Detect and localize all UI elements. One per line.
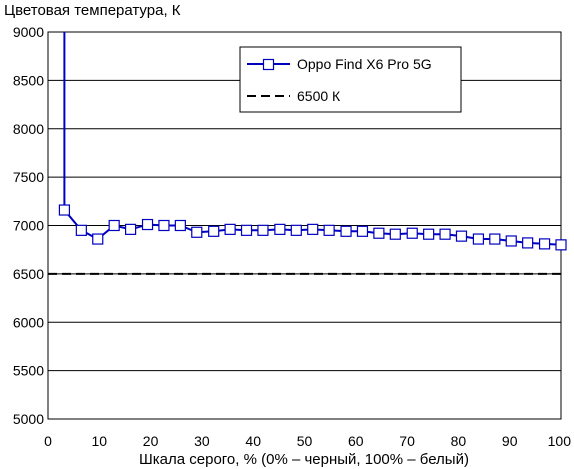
x-axis-title: Шкала серого, % (0% – черный, 100% – бел… <box>139 451 469 468</box>
data-point <box>75 224 87 236</box>
legend-label-oppo: Oppo Find X6 Pro 5G <box>297 56 432 72</box>
x-tick-label: 10 <box>92 433 108 449</box>
x-tick-label: 70 <box>399 433 415 449</box>
x-tick-label: 0 <box>44 433 52 449</box>
x-tick-label: 30 <box>194 433 210 449</box>
data-point <box>455 230 468 242</box>
x-tick-label: 20 <box>143 433 159 449</box>
x-tick-labels: 0 10 20 30 40 50 60 70 80 90 100 <box>44 433 571 449</box>
x-tick-label: 100 <box>548 433 572 449</box>
data-point <box>274 223 286 235</box>
data-point <box>290 224 302 236</box>
data-point <box>406 227 418 239</box>
data-point <box>92 233 104 245</box>
y-tick-label: 8500 <box>13 72 44 88</box>
x-tick-label: 40 <box>245 433 261 449</box>
data-point <box>158 219 170 232</box>
legend-marker-oppo <box>262 58 275 71</box>
x-tick-label: 60 <box>348 433 364 449</box>
data-point <box>124 223 137 235</box>
data-point <box>389 228 401 240</box>
data-point <box>472 233 485 245</box>
data-point <box>505 235 517 247</box>
data-point <box>141 218 154 231</box>
legend-label-reference: 6500 К <box>297 88 341 104</box>
data-point <box>423 228 435 240</box>
y-tick-label: 6500 <box>13 266 44 282</box>
data-point <box>489 233 501 245</box>
data-point <box>108 219 120 232</box>
data-point <box>522 237 534 249</box>
data-point <box>208 225 220 237</box>
y-tick-label: 7000 <box>13 218 44 234</box>
series-layer <box>48 32 567 275</box>
y-tick-label: 7500 <box>13 169 44 185</box>
data-point <box>307 223 319 235</box>
plot-frame <box>47 31 562 420</box>
y-tick-label: 9000 <box>13 24 44 40</box>
data-point <box>257 224 269 236</box>
y-tick-label: 8000 <box>13 121 44 137</box>
legend-box <box>239 46 462 113</box>
x-tick-label: 90 <box>502 433 518 449</box>
x-tick-label: 50 <box>297 433 313 449</box>
y-axis-title: Цветовая температура, К <box>4 2 181 19</box>
y-tick-label: 5500 <box>13 363 44 379</box>
data-point <box>373 227 385 239</box>
data-point <box>58 204 71 216</box>
x-tick-label: 80 <box>451 433 467 449</box>
legend: Oppo Find X6 Pro 5G 6500 К <box>239 46 462 113</box>
data-point <box>191 226 203 238</box>
data-point <box>224 223 236 235</box>
y-tick-labels: 5000 5500 6000 6500 7000 7500 8000 8500 9000 <box>13 24 44 427</box>
y-tick-label: 6000 <box>13 314 44 330</box>
y-tick-label: 5000 <box>13 411 44 427</box>
data-point <box>555 239 567 251</box>
data-point <box>340 225 352 237</box>
data-point <box>323 224 335 236</box>
data-point <box>356 225 369 237</box>
data-point <box>240 224 253 236</box>
data-point <box>538 238 551 250</box>
data-point <box>439 228 451 240</box>
data-point <box>174 219 186 232</box>
